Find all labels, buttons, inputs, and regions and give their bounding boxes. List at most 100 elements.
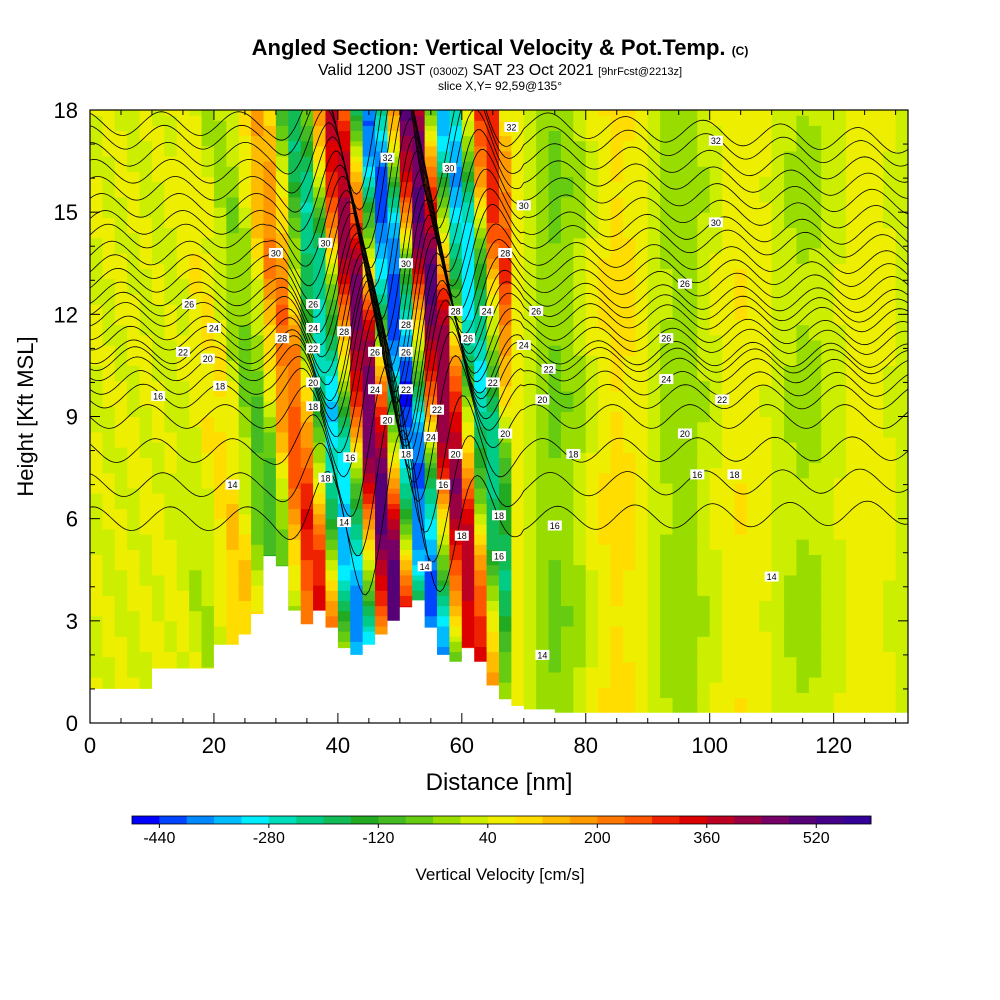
- field-cell: [362, 595, 376, 601]
- field-cell: [375, 590, 389, 596]
- field-cell: [313, 513, 327, 520]
- field-cell: [139, 319, 153, 326]
- field-cell: [375, 544, 389, 550]
- field-cell: [523, 258, 537, 264]
- field-cell: [461, 631, 475, 637]
- field-cell: [536, 549, 550, 556]
- field-cell: [300, 201, 314, 208]
- field-cell: [437, 212, 451, 218]
- field-cell: [114, 135, 128, 142]
- field-cell: [337, 442, 351, 448]
- field-cell: [90, 309, 103, 315]
- field-cell: [263, 334, 277, 341]
- field-cell: [585, 130, 599, 137]
- field-cell: [275, 457, 289, 464]
- field-cell: [362, 610, 376, 617]
- field-cell: [90, 247, 103, 254]
- field-cell: [139, 242, 153, 249]
- field-cell: [548, 385, 562, 392]
- field-cell: [573, 574, 587, 581]
- field-cell: [151, 431, 165, 438]
- field-cell: [201, 135, 215, 142]
- field-cell: [189, 253, 203, 259]
- field-cell: [598, 585, 612, 591]
- field-cell: [313, 247, 327, 254]
- field-cell: [536, 222, 550, 229]
- field-cell: [337, 253, 351, 259]
- field-cell: [350, 110, 364, 116]
- field-cell: [585, 329, 599, 336]
- field-cell: [499, 569, 512, 576]
- field-cell: [139, 150, 153, 157]
- field-cell: [399, 130, 413, 137]
- field-cell: [387, 247, 401, 254]
- field-cell: [176, 360, 190, 367]
- field-cell: [412, 452, 426, 458]
- field-cell: [201, 569, 215, 576]
- field-cell: [362, 191, 376, 198]
- field-cell: [511, 579, 525, 586]
- field-cell: [437, 237, 451, 244]
- field-cell: [399, 498, 413, 504]
- field-cell: [213, 135, 227, 142]
- field-cell: [313, 574, 327, 581]
- field-cell: [313, 442, 327, 448]
- field-cell: [127, 232, 141, 239]
- field-cell: [164, 253, 178, 259]
- field-cell: [412, 176, 426, 183]
- field-cell: [511, 380, 525, 387]
- field-cell: [201, 288, 215, 295]
- field-cell: [189, 130, 203, 137]
- field-cell: [461, 416, 475, 423]
- field-cell: [573, 237, 587, 244]
- field-cell: [102, 605, 116, 612]
- field-cell: [226, 472, 240, 479]
- field-cell: [375, 426, 389, 433]
- field-cell: [288, 365, 302, 372]
- field-cell: [461, 436, 475, 443]
- field-cell: [523, 554, 537, 561]
- field-cell: [127, 498, 141, 504]
- field-cell: [461, 161, 475, 167]
- field-cell: [189, 401, 203, 407]
- field-cell: [176, 452, 190, 458]
- field-cell: [560, 181, 574, 188]
- field-cell: [449, 508, 463, 515]
- field-cell: [288, 344, 302, 351]
- field-cell: [548, 304, 562, 310]
- field-cell: [114, 212, 128, 218]
- field-cell: [585, 631, 599, 637]
- field-cell: [127, 544, 141, 550]
- field-cell: [127, 605, 141, 612]
- field-cell: [399, 304, 413, 310]
- field-cell: [387, 452, 401, 458]
- field-cell: [486, 365, 500, 372]
- field-cell: [362, 528, 376, 535]
- field-cell: [399, 309, 413, 315]
- field-cell: [499, 258, 512, 264]
- field-cell: [362, 140, 376, 147]
- field-cell: [189, 549, 203, 556]
- field-cell: [461, 447, 475, 453]
- field-cell: [474, 523, 488, 530]
- field-cell: [424, 590, 438, 596]
- field-cell: [362, 176, 376, 183]
- field-cell: [412, 360, 426, 367]
- field-cell: [127, 682, 141, 688]
- field-cell: [213, 319, 227, 326]
- field-cell: [499, 314, 512, 321]
- field-cell: [164, 309, 178, 315]
- field-cell: [474, 615, 488, 622]
- field-cell: [313, 145, 327, 152]
- field-cell: [585, 227, 599, 234]
- field-cell: [151, 564, 165, 571]
- field-cell: [325, 585, 339, 591]
- field-cell: [263, 227, 277, 234]
- field-cell: [449, 339, 463, 346]
- field-cell: [350, 442, 364, 448]
- field-cell: [399, 569, 413, 576]
- field-cell: [387, 207, 401, 213]
- field-cell: [325, 401, 339, 407]
- field-cell: [337, 140, 351, 147]
- field-cell: [598, 380, 612, 387]
